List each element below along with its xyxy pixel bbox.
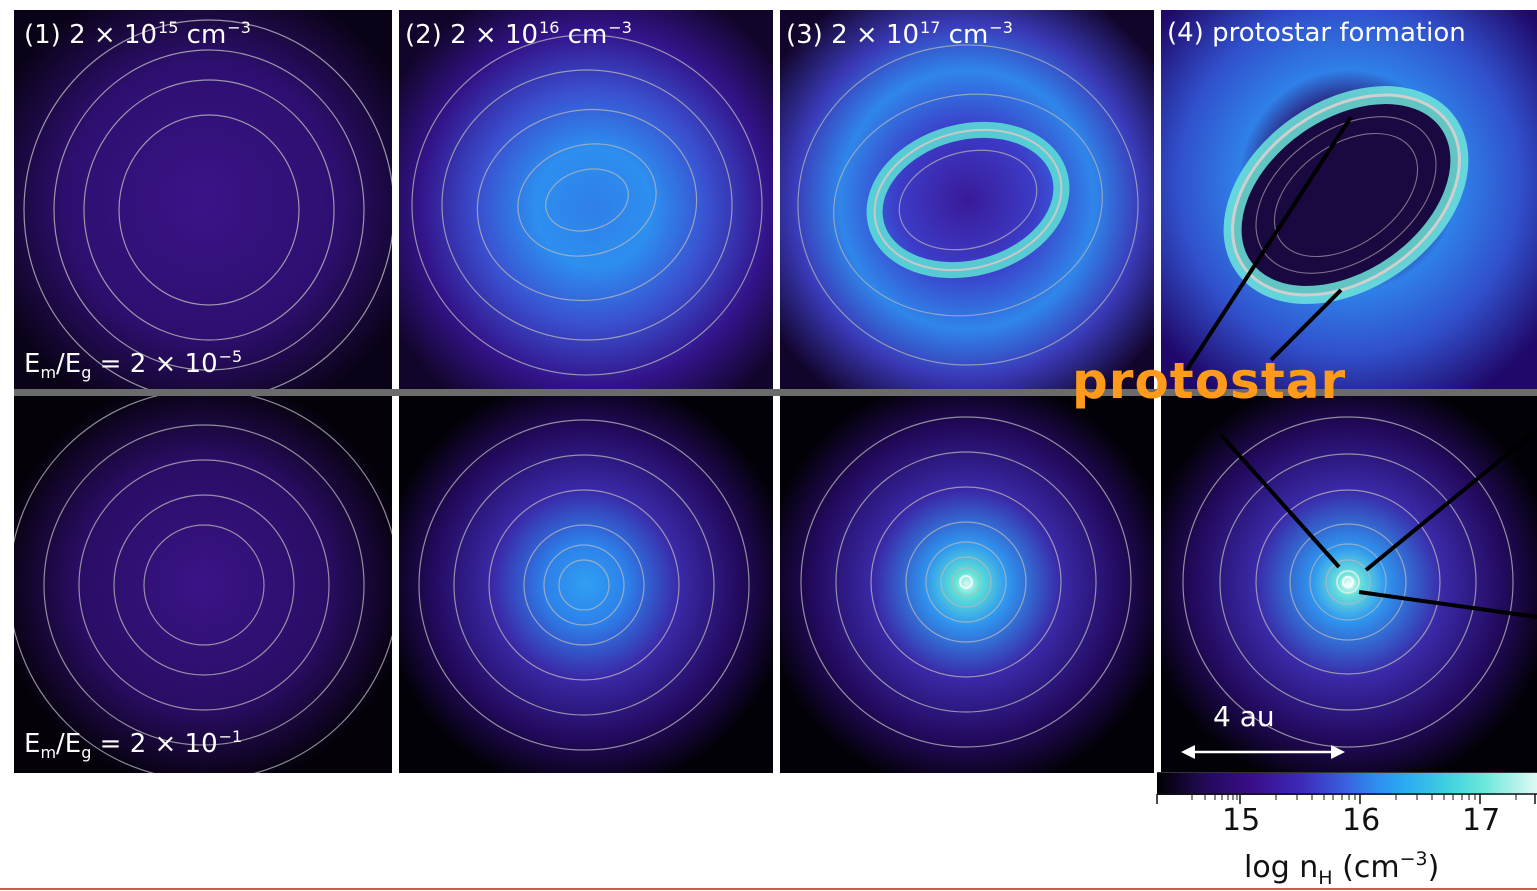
panel-3-title: (3) 2 × 1017 cm−3 [786, 18, 1013, 50]
bottom-row-energy-ratio: Em/Eg = 2 × 10−1 [24, 727, 243, 762]
colorbar-title: log nH (cm−3) [1244, 848, 1440, 889]
bottom-rule [0, 888, 1537, 890]
panel-1-title: (1) 2 × 1015 cm−3 [24, 18, 251, 50]
protostar-annotation: protostar [1072, 352, 1347, 410]
panel-bottom-2 [399, 395, 773, 773]
separator-horizontal [14, 389, 1537, 396]
top-row-energy-ratio: Em/Eg = 2 × 10−5 [24, 347, 243, 382]
panel-top-3: (3) 2 × 1017 cm−3 [780, 10, 1154, 390]
panel-4-title: (4) protostar formation [1167, 18, 1466, 48]
colorbar-tick-16: 16 [1342, 803, 1381, 838]
colorbar-ticks [1156, 793, 1537, 804]
panel-top-2: (2) 2 × 1016 cm−3 [399, 10, 773, 390]
panel-2-title: (2) 2 × 1016 cm−3 [405, 18, 632, 50]
panel-bottom-3 [780, 395, 1154, 773]
panel-top-1: (1) 2 × 1015 cm−3 Em/Eg = 2 × 10−5 [14, 10, 392, 390]
colorbar-tick-17: 17 [1462, 803, 1501, 838]
panel-bottom-1: Em/Eg = 2 × 10−1 [14, 395, 392, 773]
scale-bar-label: 4 au [1213, 700, 1275, 733]
panel-bottom-4 [1161, 395, 1537, 773]
panel-top-4: (4) protostar formation [1161, 10, 1537, 390]
colorbar [1157, 772, 1537, 795]
colorbar-tick-15: 15 [1222, 803, 1261, 838]
